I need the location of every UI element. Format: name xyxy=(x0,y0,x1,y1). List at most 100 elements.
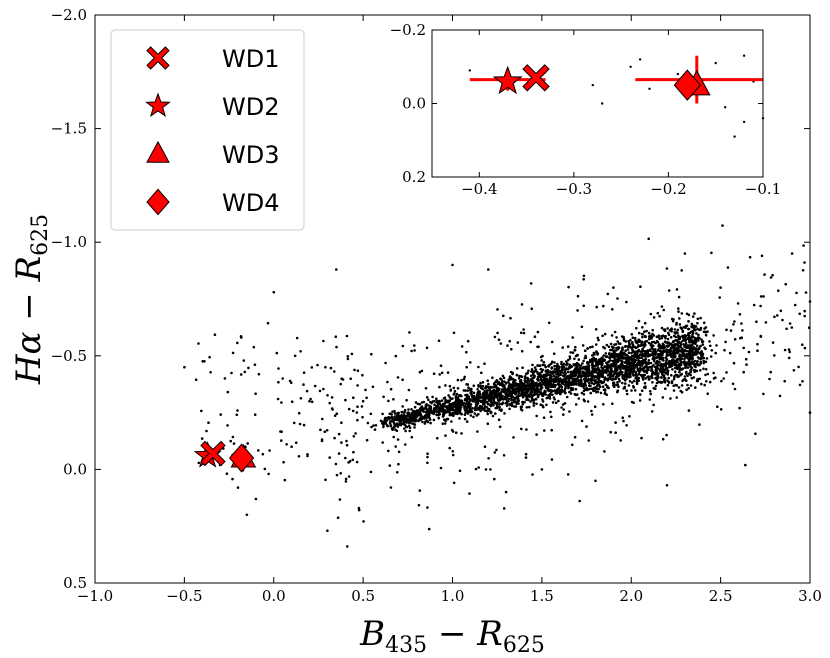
star-point xyxy=(745,363,748,366)
star-point xyxy=(535,384,538,388)
star-point xyxy=(476,430,479,433)
star-point xyxy=(616,360,620,363)
star-point xyxy=(544,385,548,389)
star-point xyxy=(213,333,217,337)
star-point xyxy=(684,366,687,369)
star-point xyxy=(593,358,596,362)
star-point xyxy=(787,348,791,351)
star-point xyxy=(648,398,652,401)
star-point xyxy=(646,351,650,354)
star-point xyxy=(580,391,584,395)
inset-star-point xyxy=(733,135,736,138)
star-point xyxy=(474,405,477,409)
star-point xyxy=(625,360,628,364)
star-point xyxy=(607,352,611,356)
star-point xyxy=(701,354,704,358)
star-point xyxy=(474,467,478,471)
star-point xyxy=(630,400,634,404)
star-point xyxy=(679,346,683,349)
star-point xyxy=(302,423,306,427)
star-point xyxy=(747,350,751,354)
star-point xyxy=(583,349,587,353)
star-point xyxy=(567,285,570,289)
star-point xyxy=(329,366,333,370)
star-point xyxy=(511,381,515,385)
star-point xyxy=(520,303,524,306)
star-point xyxy=(595,360,599,363)
star-point xyxy=(539,392,542,396)
star-point xyxy=(661,373,664,377)
star-point xyxy=(500,402,504,406)
star-point xyxy=(574,373,578,377)
star-point xyxy=(438,373,442,376)
star-point xyxy=(621,416,624,420)
star-point xyxy=(582,278,585,281)
star-point xyxy=(673,362,677,366)
star-point xyxy=(582,304,585,308)
star-point xyxy=(567,377,571,381)
star-point xyxy=(495,379,499,382)
star-point xyxy=(397,450,401,454)
star-point xyxy=(510,384,514,387)
star-point xyxy=(788,322,792,325)
star-point xyxy=(514,387,517,391)
star-point xyxy=(330,396,334,399)
star-point xyxy=(790,326,794,329)
star-point xyxy=(446,408,450,412)
star-point xyxy=(486,403,490,406)
star-point xyxy=(637,331,641,335)
star-point xyxy=(350,352,354,356)
star-point xyxy=(550,415,553,419)
star-point xyxy=(609,348,612,352)
star-point xyxy=(532,404,536,407)
star-point xyxy=(703,327,706,330)
star-point xyxy=(748,255,752,259)
star-point xyxy=(349,377,353,381)
star-point xyxy=(744,357,748,361)
star-point xyxy=(550,366,554,369)
star-point xyxy=(481,395,484,398)
star-point xyxy=(603,332,607,336)
star-point xyxy=(544,390,547,393)
star-point xyxy=(451,430,455,433)
star-point xyxy=(470,390,473,393)
star-point xyxy=(496,331,499,335)
star-point xyxy=(650,410,654,413)
star-point xyxy=(635,382,639,386)
star-point xyxy=(790,252,794,255)
star-point xyxy=(672,350,675,353)
star-point xyxy=(675,321,678,325)
star-point xyxy=(646,349,650,352)
star-point xyxy=(232,442,236,445)
star-point xyxy=(503,386,507,390)
star-point xyxy=(620,356,623,360)
inset-y-tick-label: −0.2 xyxy=(390,21,426,39)
star-point xyxy=(497,418,501,422)
star-point xyxy=(381,441,385,444)
star-point xyxy=(613,364,617,368)
star-point xyxy=(695,348,698,351)
star-point xyxy=(704,330,707,334)
star-point xyxy=(614,367,617,371)
star-point xyxy=(486,391,489,395)
star-point xyxy=(647,362,650,366)
star-point xyxy=(432,372,436,376)
star-point xyxy=(764,321,768,324)
star-point xyxy=(644,352,648,356)
star-point xyxy=(573,435,577,439)
star-point xyxy=(612,381,616,385)
star-point xyxy=(429,421,432,425)
star-point xyxy=(355,411,359,414)
star-point xyxy=(615,346,618,350)
star-point xyxy=(588,382,591,385)
star-point xyxy=(496,405,499,408)
star-point xyxy=(773,354,776,357)
star-point xyxy=(306,453,309,456)
star-point xyxy=(596,336,600,340)
star-point xyxy=(253,413,257,417)
star-point xyxy=(696,321,699,325)
star-point xyxy=(597,374,601,377)
star-point xyxy=(452,331,456,335)
star-point xyxy=(457,394,461,398)
star-point xyxy=(626,345,630,349)
